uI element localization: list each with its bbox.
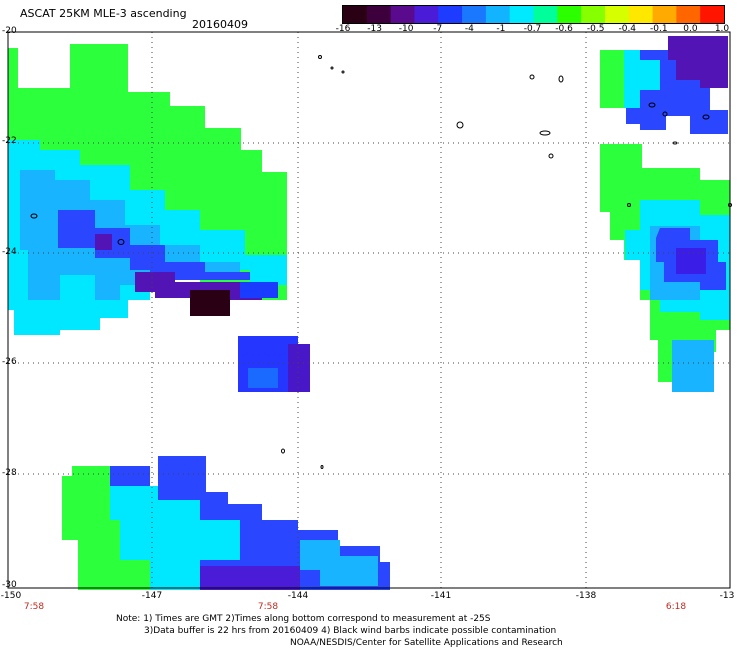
colorbar-segment <box>414 6 439 23</box>
colorbar-segment <box>652 6 677 23</box>
time-label: 7:58 <box>23 602 45 612</box>
colorbar-tick-label: -10 <box>398 24 414 34</box>
island <box>456 121 464 129</box>
colorbar-segment <box>700 6 725 23</box>
note-line-2: 3)Data buffer is 22 hrs from 20160409 4)… <box>144 626 557 636</box>
colorbar-segment <box>581 6 606 23</box>
y-tick-label: -20 <box>2 26 17 36</box>
colorbar-tick-label: 1.0 <box>714 24 730 34</box>
colorbar-segment <box>390 6 416 23</box>
island <box>281 448 285 454</box>
colorbar-tick-label: -0.4 <box>618 24 637 34</box>
island <box>320 465 324 469</box>
swath-rt-green <box>600 50 624 108</box>
swath-darkest-region <box>190 290 230 316</box>
colorbar-segment <box>604 6 630 23</box>
y-tick-label: -30 <box>2 580 17 590</box>
island <box>529 74 535 80</box>
swath-bottom-purple <box>200 566 300 590</box>
island <box>330 66 334 70</box>
x-tick-label: -138 <box>575 591 597 601</box>
colorbar-tick-label: -4 <box>464 24 474 34</box>
colorbar-segment <box>462 6 487 23</box>
time-label: 6:18 <box>665 602 687 612</box>
colorbar-segment <box>343 6 368 23</box>
island <box>539 130 551 136</box>
colorbar-segment <box>533 6 558 23</box>
colorbar-segment <box>628 6 654 23</box>
x-tick-label: -144 <box>287 591 309 601</box>
colorbar-tick-label: -1 <box>496 24 506 34</box>
island <box>662 111 668 117</box>
island <box>318 55 322 59</box>
swath-bottom-lightblue <box>300 540 378 586</box>
swath-center-purple <box>288 344 310 392</box>
y-tick-label: -22 <box>2 136 17 146</box>
colorbar-tick-label: -0.7 <box>523 24 542 34</box>
colorbar-segment <box>485 6 511 23</box>
swath-bottom-green <box>62 466 150 590</box>
colorbar-segment <box>438 6 463 23</box>
map-frame <box>7 31 731 589</box>
swath-center-lightpatch <box>248 368 278 388</box>
x-tick-label: -141 <box>430 591 452 601</box>
island <box>117 239 125 245</box>
colorbar-segment <box>366 6 392 23</box>
swath-left-top <box>8 44 287 335</box>
colorbar-tick-label: -0.1 <box>650 24 668 34</box>
colorbar-tick-label: -0.5 <box>586 24 605 34</box>
x-tick-label: -150 <box>0 591 22 601</box>
colorbar-segment <box>557 6 582 23</box>
swath-purple-region <box>95 234 262 300</box>
island <box>627 203 631 207</box>
note-line-1: Note: 1) Times are GMT 2)Times along bot… <box>116 614 491 624</box>
colorbar-tick-label: -13 <box>367 24 382 34</box>
swath-small-blue-patch <box>240 282 278 298</box>
colorbar-tick-label: -7 <box>433 24 443 34</box>
colorbar-tick-label: -0.6 <box>555 24 573 34</box>
product-date: 20160409 <box>192 18 248 31</box>
island <box>30 213 38 219</box>
time-label: 7:58 <box>257 602 279 612</box>
colorbar-labels: -16 -13 -10 -7 -4 -1 -0.7 -0.6 -0.5 -0.4 -0.1 0.0 1.… <box>0 24 740 38</box>
colorbar-tick-label: 0.0 <box>683 24 698 34</box>
island <box>341 70 345 74</box>
colorbar-segment <box>676 6 701 23</box>
swath-bottom-cyan <box>110 486 240 590</box>
swath-right-top <box>600 36 728 134</box>
product-title: ASCAT 25KM MLE-3 ascending <box>20 7 187 20</box>
y-tick-label: -28 <box>2 468 17 478</box>
swath-blue-region <box>58 210 250 280</box>
colorbar-gradient <box>343 6 725 23</box>
colorbar-segment <box>509 6 535 23</box>
island <box>548 153 554 159</box>
note-line-3: NOAA/NESDIS/Center for Satellite Applica… <box>290 638 563 648</box>
swath-rt-blue <box>626 50 728 134</box>
x-tick-label: -147 <box>141 591 163 601</box>
swath-right-mid <box>600 144 730 392</box>
grid-lines <box>8 32 730 588</box>
swath-rm-darkblue <box>676 248 706 274</box>
island <box>558 75 564 83</box>
island <box>702 114 710 120</box>
island <box>648 102 656 108</box>
x-tick-label: -13 <box>719 591 735 601</box>
swath-center <box>238 336 310 392</box>
swath-rt-cyan <box>624 50 660 108</box>
colorbar <box>342 5 725 24</box>
y-tick-label: -24 <box>2 247 17 257</box>
colorbar-tick-label: -16 <box>335 24 351 34</box>
y-tick-label: -26 <box>2 357 17 367</box>
swath-rt-purple <box>668 36 728 88</box>
swath-left-bottom <box>62 456 390 590</box>
